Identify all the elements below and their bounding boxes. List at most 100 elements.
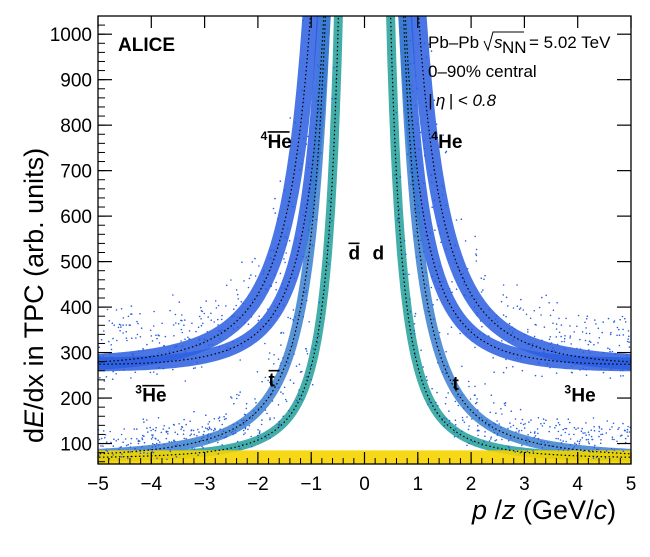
scatter-point <box>433 99 436 101</box>
scatter-point <box>628 346 631 348</box>
scatter-point <box>269 394 272 397</box>
scatter-point <box>232 328 235 330</box>
scatter-point <box>471 418 473 420</box>
scatter-point <box>152 371 155 373</box>
scatter-point <box>232 340 234 343</box>
scatter-point <box>574 442 576 445</box>
scatter-point <box>503 402 506 405</box>
scatter-point <box>563 359 566 362</box>
scatter-point <box>414 104 417 107</box>
scatter-point <box>151 434 153 436</box>
scatter-point <box>521 418 524 421</box>
scatter-point <box>184 380 187 382</box>
scatter-point <box>529 431 532 434</box>
scatter-point <box>555 328 558 330</box>
scatter-point <box>309 365 312 368</box>
scatter-point <box>231 397 233 399</box>
scatter-point <box>521 444 523 447</box>
scatter-point <box>181 425 183 428</box>
scatter-point <box>284 235 286 238</box>
scatter-point <box>130 437 133 440</box>
scatter-point <box>180 319 182 322</box>
scatter-point <box>590 435 593 438</box>
scatter-point <box>423 154 426 157</box>
scatter-point <box>267 379 269 382</box>
scatter-point <box>115 373 117 375</box>
scatter-point <box>480 416 483 419</box>
x-tick-label: −3 <box>194 474 216 495</box>
scatter-point <box>455 288 458 291</box>
scatter-point <box>422 366 425 368</box>
scatter-point <box>244 432 246 434</box>
scatter-point <box>474 402 477 405</box>
scatter-point <box>263 270 265 272</box>
scatter-point <box>204 427 207 429</box>
scatter-point <box>543 422 545 425</box>
scatter-point <box>158 342 161 344</box>
scatter-point <box>409 310 412 313</box>
scatter-point <box>185 438 187 440</box>
scatter-point <box>135 337 137 339</box>
scatter-point <box>150 429 152 432</box>
scatter-point <box>490 394 493 397</box>
eta-cut-label: | η | < 0.8 <box>428 91 497 110</box>
scatter-point <box>480 291 483 293</box>
scatter-point <box>236 393 238 396</box>
scatter-point <box>232 423 235 426</box>
scatter-point <box>317 110 320 113</box>
scatter-point <box>247 286 250 289</box>
scatter-point <box>549 314 552 317</box>
scatter-point <box>172 423 175 426</box>
scatter-point <box>431 181 433 184</box>
scatter-point <box>622 369 624 372</box>
scatter-point <box>181 314 183 316</box>
scatter-point <box>532 450 534 452</box>
scatter-point <box>448 422 451 425</box>
scatter-point <box>560 324 563 326</box>
scatter-point <box>280 344 282 346</box>
scatter-point <box>110 441 112 444</box>
species-symbol: d <box>349 243 361 264</box>
scatter-point <box>241 345 244 348</box>
scatter-point <box>619 369 622 372</box>
scatter-point <box>104 436 106 439</box>
scatter-point <box>422 212 425 215</box>
scatter-point <box>528 421 530 423</box>
scatter-point <box>593 446 595 449</box>
scatter-point <box>578 440 581 443</box>
scatter-point <box>518 308 521 311</box>
scatter-point <box>153 443 156 446</box>
scatter-point <box>143 441 146 444</box>
scatter-point <box>206 331 209 333</box>
scatter-point <box>512 365 514 368</box>
scatter-point <box>104 434 107 436</box>
scatter-point <box>208 421 211 423</box>
scatter-point <box>270 385 273 387</box>
scatter-point <box>508 327 511 330</box>
scatter-point <box>125 330 128 333</box>
scatter-point <box>230 279 232 281</box>
species-symbol: He <box>142 386 166 407</box>
scatter-point <box>307 189 310 191</box>
scatter-point <box>152 325 155 327</box>
scatter-point <box>207 428 210 431</box>
scatter-point <box>278 420 281 423</box>
scatter-point <box>558 423 561 426</box>
scatter-point <box>619 375 622 377</box>
scatter-point <box>152 428 154 431</box>
scatter-point <box>183 324 185 327</box>
scatter-point <box>580 430 583 433</box>
scatter-point <box>486 420 488 422</box>
scatter-point <box>306 299 308 302</box>
scatter-point <box>481 444 483 447</box>
scatter-point <box>299 152 301 154</box>
scatter-point <box>488 440 491 442</box>
scatter-point <box>500 408 502 410</box>
scatter-point <box>489 423 492 426</box>
scatter-point <box>243 419 245 421</box>
scatter-point <box>476 312 479 314</box>
expected-curve-t <box>402 16 631 455</box>
scatter-point <box>575 428 577 431</box>
scatter-point <box>598 425 600 428</box>
scatter-point <box>127 457 129 460</box>
